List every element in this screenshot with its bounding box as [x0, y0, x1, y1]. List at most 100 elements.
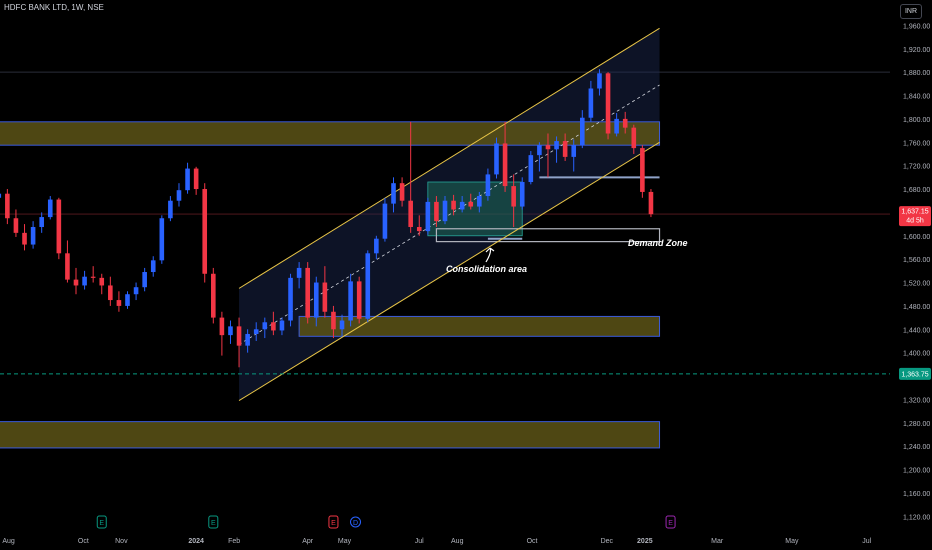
candle	[125, 291, 130, 309]
dashed-level-tag	[899, 367, 931, 380]
x-tick-label: Mar	[711, 538, 724, 545]
symbol-title: HDFC BANK LTD, 1W, NSE	[4, 3, 104, 12]
event-badge[interactable]: E	[328, 515, 339, 529]
candle-body	[193, 168, 199, 190]
candle-body	[519, 182, 525, 207]
candle-body	[640, 148, 645, 192]
candle	[468, 193, 474, 210]
demand-zone-label: Demand Zone	[628, 238, 688, 248]
candle	[391, 177, 396, 213]
candle	[580, 110, 585, 149]
candle-body	[597, 73, 602, 89]
event-badge-letter: E	[331, 520, 336, 527]
candle-body	[13, 218, 19, 233]
y-tick-label: 1,960.00	[903, 23, 930, 30]
candle	[459, 196, 465, 213]
candle	[30, 221, 36, 249]
candle	[502, 121, 508, 192]
candle	[537, 142, 542, 172]
candle-body	[168, 200, 173, 219]
dashed-level-value: 1,363.75	[901, 371, 928, 378]
candle-body	[451, 200, 456, 210]
candle-body	[0, 193, 2, 198]
x-tick-label: Jul	[415, 538, 424, 545]
channel-mid-line	[238, 84, 660, 345]
candle-body	[65, 253, 70, 280]
candle-body	[313, 282, 319, 318]
candle	[142, 267, 147, 292]
candle-body	[150, 260, 156, 273]
y-tick-label: 1,480.00	[903, 304, 930, 311]
candle	[605, 72, 611, 140]
candle	[416, 215, 422, 236]
candle-body	[408, 200, 413, 228]
event-badge[interactable]: E	[665, 515, 676, 529]
candle-body	[305, 267, 310, 318]
candle-body	[528, 155, 534, 183]
supply-demand-zone-1	[0, 121, 661, 146]
candle	[588, 80, 594, 122]
channel-lower-line	[238, 141, 660, 402]
candle-body	[99, 277, 105, 286]
candle	[159, 215, 165, 264]
candle	[73, 267, 79, 295]
event-badge-shape	[208, 515, 219, 529]
event-badge-shape	[328, 515, 339, 529]
candle	[279, 317, 285, 336]
candle-body	[228, 326, 233, 336]
candle	[622, 111, 628, 134]
y-tick-label: 1,120.00	[903, 514, 930, 521]
candle	[313, 276, 319, 327]
candle-body	[425, 201, 431, 232]
candle-body	[562, 141, 568, 157]
y-tick-label: 1,280.00	[903, 421, 930, 428]
y-tick-label: 1,880.00	[903, 70, 930, 77]
y-tick-label: 1,840.00	[903, 94, 930, 101]
candle	[408, 121, 413, 233]
demand-zone-box	[435, 228, 661, 243]
candle	[640, 145, 645, 198]
candle	[494, 137, 499, 179]
candle-body	[631, 127, 637, 149]
x-tick-label: Jul	[862, 538, 871, 545]
supply-demand-zone-2	[298, 315, 661, 337]
x-tick-label: Aug	[451, 538, 464, 545]
candle	[82, 270, 87, 290]
candle-body	[356, 281, 362, 319]
candle-body	[245, 333, 250, 346]
candle	[356, 276, 362, 324]
candle-body	[468, 201, 474, 207]
last-price-tag	[899, 206, 931, 227]
event-badge-letter: E	[211, 520, 216, 527]
candle	[562, 133, 568, 161]
price-axis-bg	[890, 0, 932, 550]
currency-button[interactable]: INR	[900, 4, 922, 19]
y-tick-label: 1,160.00	[903, 491, 930, 498]
candle-body	[554, 141, 559, 150]
x-tick-label: Apr	[302, 538, 314, 545]
candle	[296, 262, 302, 289]
candle-body	[322, 282, 328, 312]
event-badge[interactable]: E	[208, 515, 219, 529]
candle-body	[279, 320, 285, 331]
candle-body	[485, 174, 491, 197]
candle	[434, 196, 439, 228]
x-tick-label: Nov	[115, 538, 128, 545]
event-badge-shape	[665, 515, 676, 529]
event-badge[interactable]: D	[350, 516, 362, 528]
candle	[168, 196, 173, 222]
last-price-value: 1,637.15	[901, 209, 928, 216]
y-tick-label: 1,440.00	[903, 327, 930, 334]
candle-body	[30, 227, 36, 245]
x-tick-label: Oct	[78, 538, 89, 545]
event-badge[interactable]: E	[96, 515, 107, 529]
candle-body	[5, 193, 10, 219]
candle	[425, 197, 431, 235]
candle-body	[614, 118, 619, 134]
candle-body	[494, 143, 499, 175]
y-tick-label: 1,800.00	[903, 117, 930, 124]
candle-body	[511, 186, 516, 207]
channel-upper-line	[238, 27, 660, 289]
candle-body	[537, 145, 542, 156]
